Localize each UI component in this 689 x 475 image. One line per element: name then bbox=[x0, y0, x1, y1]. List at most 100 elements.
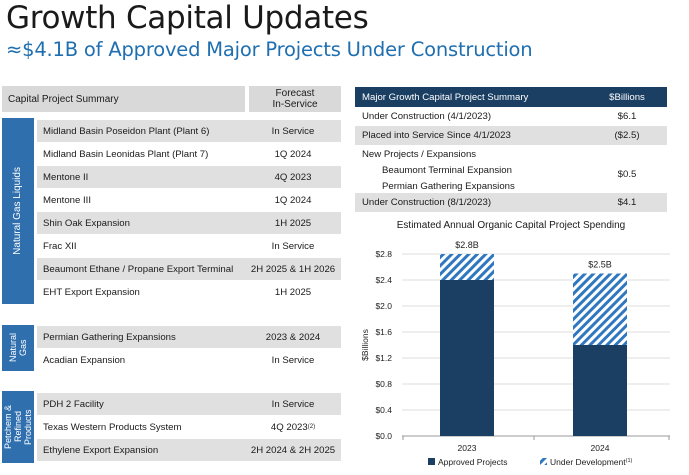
summary-row-value: $6.1 bbox=[617, 111, 637, 122]
project-name: Mentone III bbox=[43, 194, 91, 206]
bar-approved-projects bbox=[573, 345, 627, 436]
forecast-header-line1: Forecast bbox=[275, 88, 315, 99]
summary-row-label: Permian Gathering Expansions bbox=[382, 180, 515, 192]
project-date: 1H 2025 bbox=[274, 217, 312, 229]
project-date: In Service bbox=[271, 398, 315, 410]
summary-row: Under Construction (8/1/2023) $4.1 bbox=[355, 193, 667, 212]
group-label-line: Gas bbox=[18, 339, 28, 357]
chart-title: Estimated Annual Organic Capital Project… bbox=[396, 220, 626, 231]
table-row: Mentone III 1Q 2024 bbox=[37, 189, 341, 211]
project-name: PDH 2 Facility bbox=[43, 398, 104, 410]
project-date: 2023 & 2024 bbox=[265, 331, 321, 343]
chart-ylabel: $Billions bbox=[360, 329, 370, 361]
project-name: Midland Basin Poseidon Plant (Plant 6) bbox=[43, 125, 210, 137]
table-row: Shin Oak Expansion 1H 2025 bbox=[37, 212, 341, 234]
summary-row-value: ($2.5) bbox=[614, 130, 640, 141]
summary-row-label: Under Construction (8/1/2023) bbox=[362, 197, 492, 208]
forecast-header-line2: In-Service bbox=[272, 99, 318, 110]
bar-total-label: $2.8B bbox=[455, 240, 479, 250]
table-row: Acadian Expansion In Service bbox=[37, 349, 341, 371]
footnote-marker: (2) bbox=[307, 424, 316, 430]
project-date: 4Q 2023 (2) bbox=[245, 416, 341, 438]
legend-label-under-development: Under Development(1) bbox=[550, 457, 632, 467]
project-name: Permian Gathering Expansions bbox=[43, 331, 176, 343]
table-row: Midland Basin Poseidon Plant (Plant 6) I… bbox=[37, 120, 341, 142]
forecast-in-service-header: Forecast In-Service bbox=[249, 86, 341, 112]
project-name: Mentone II bbox=[43, 171, 89, 183]
project-date: In Service bbox=[271, 125, 315, 137]
table-row: Ethylene Export Expansion 2H 2024 & 2H 2… bbox=[37, 439, 341, 461]
project-date: 1Q 2024 bbox=[274, 148, 312, 160]
project-date: 2H 2025 & 1H 2026 bbox=[250, 263, 336, 275]
bar-under-development bbox=[573, 273, 627, 345]
group-tab-ngl: Natural Gas Liquids bbox=[2, 118, 34, 304]
table-row: Permian Gathering Expansions 2023 & 2024 bbox=[37, 326, 341, 348]
summary-row-value: $4.1 bbox=[617, 197, 637, 208]
project-name: Frac XII bbox=[43, 240, 77, 252]
table-row: Texas Western Products System 4Q 2023 (2) bbox=[37, 416, 341, 438]
y-tick-label: $0.0 bbox=[375, 431, 392, 441]
project-date: 4Q 2023 bbox=[274, 171, 312, 183]
y-tick-label: $1.2 bbox=[375, 353, 392, 363]
page-title: Growth Capital Updates bbox=[6, 0, 369, 36]
group-label-line: Petchem & bbox=[3, 404, 13, 450]
y-tick-label: $2.4 bbox=[375, 275, 392, 285]
project-name: EHT Export Expansion bbox=[43, 286, 140, 298]
summary-row-value: $0.5 bbox=[617, 168, 637, 180]
y-tick-label: $2.0 bbox=[375, 301, 392, 311]
project-date: 1H 2025 bbox=[274, 286, 312, 298]
summary-row: Under Construction (4/1/2023) $6.1 bbox=[355, 107, 667, 126]
y-tick-label: $1.6 bbox=[375, 327, 392, 337]
project-name: Shin Oak Expansion bbox=[43, 217, 130, 229]
bar-approved-projects bbox=[440, 280, 494, 436]
summary-row-group: New Projects / Expansions Beaumont Termi… bbox=[355, 145, 667, 195]
y-tick-label: $2.8 bbox=[375, 249, 392, 259]
spending-chart: $0.0 $0.4 $0.8 $1.2 $1.6 $2.0 $2.4 $2.8 2023 202… bbox=[360, 240, 670, 467]
project-date-text: 4Q 2023 bbox=[270, 421, 308, 433]
project-name: Texas Western Products System bbox=[43, 421, 182, 433]
group-label-line: Products bbox=[23, 409, 33, 445]
group-tab-natural-gas: Natural Gas bbox=[2, 325, 34, 371]
x-tick-label: 2023 bbox=[458, 443, 477, 453]
project-date: 1Q 2024 bbox=[274, 194, 312, 206]
bar-total-label: $2.5B bbox=[588, 260, 612, 270]
group-tab-petchem: Petchem & Refined Products bbox=[2, 391, 34, 463]
group-label-line: Refined bbox=[13, 411, 23, 443]
capital-project-summary-header: Capital Project Summary bbox=[2, 86, 245, 112]
group-label-natural-gas: Natural Gas bbox=[8, 333, 28, 362]
summary-header-unit: $Billions bbox=[609, 91, 645, 103]
legend-swatch-under-development bbox=[540, 458, 547, 465]
project-name: Beaumont Ethane / Propane Export Termina… bbox=[43, 263, 234, 275]
table-row: Beaumont Ethane / Propane Export Termina… bbox=[37, 258, 341, 280]
legend-label-approved: Approved Projects bbox=[438, 457, 507, 467]
project-name: Ethylene Export Expansion bbox=[43, 444, 159, 456]
table-row: Midland Basin Leonidas Plant (Plant 7) 1… bbox=[37, 143, 341, 165]
summary-row-label: New Projects / Expansions bbox=[362, 148, 477, 160]
y-tick-label: $0.4 bbox=[375, 405, 392, 415]
table-row: PDH 2 Facility In Service bbox=[37, 393, 341, 415]
table-row: Frac XII In Service bbox=[37, 235, 341, 257]
x-tick-label: 2024 bbox=[591, 443, 610, 453]
table-row: Mentone II 4Q 2023 bbox=[37, 166, 341, 188]
summary-header-label: Major Growth Capital Project Summary bbox=[362, 91, 529, 103]
summary-row-label: Placed into Service Since 4/1/2023 bbox=[362, 130, 511, 141]
summary-row-label: Under Construction (4/1/2023) bbox=[362, 111, 492, 122]
page-subtitle: ≈$4.1B of Approved Major Projects Under … bbox=[6, 38, 533, 61]
project-date: In Service bbox=[271, 354, 315, 366]
summary-group-labels: New Projects / Expansions Beaumont Termi… bbox=[355, 145, 587, 195]
summary-row-label: Beaumont Terminal Expansion bbox=[382, 164, 512, 176]
legend-footnote-marker: (1) bbox=[626, 458, 633, 464]
legend-swatch-approved bbox=[428, 458, 435, 465]
summary-row: Placed into Service Since 4/1/2023 ($2.5… bbox=[355, 126, 667, 145]
group-label-line: Natural bbox=[8, 333, 18, 363]
group-label-ngl: Natural Gas Liquids bbox=[12, 167, 23, 255]
y-tick-label: $0.8 bbox=[375, 379, 392, 389]
bar-under-development bbox=[440, 254, 494, 280]
summary-header: Major Growth Capital Project Summary $Bi… bbox=[355, 87, 667, 107]
project-date: In Service bbox=[271, 240, 315, 252]
project-name: Acadian Expansion bbox=[43, 354, 126, 366]
project-date: 2H 2024 & 2H 2025 bbox=[250, 444, 336, 456]
group-label-petchem: Petchem & Refined Products bbox=[3, 405, 33, 449]
project-name: Midland Basin Leonidas Plant (Plant 7) bbox=[43, 148, 209, 160]
table-row: EHT Export Expansion 1H 2025 bbox=[37, 281, 341, 303]
